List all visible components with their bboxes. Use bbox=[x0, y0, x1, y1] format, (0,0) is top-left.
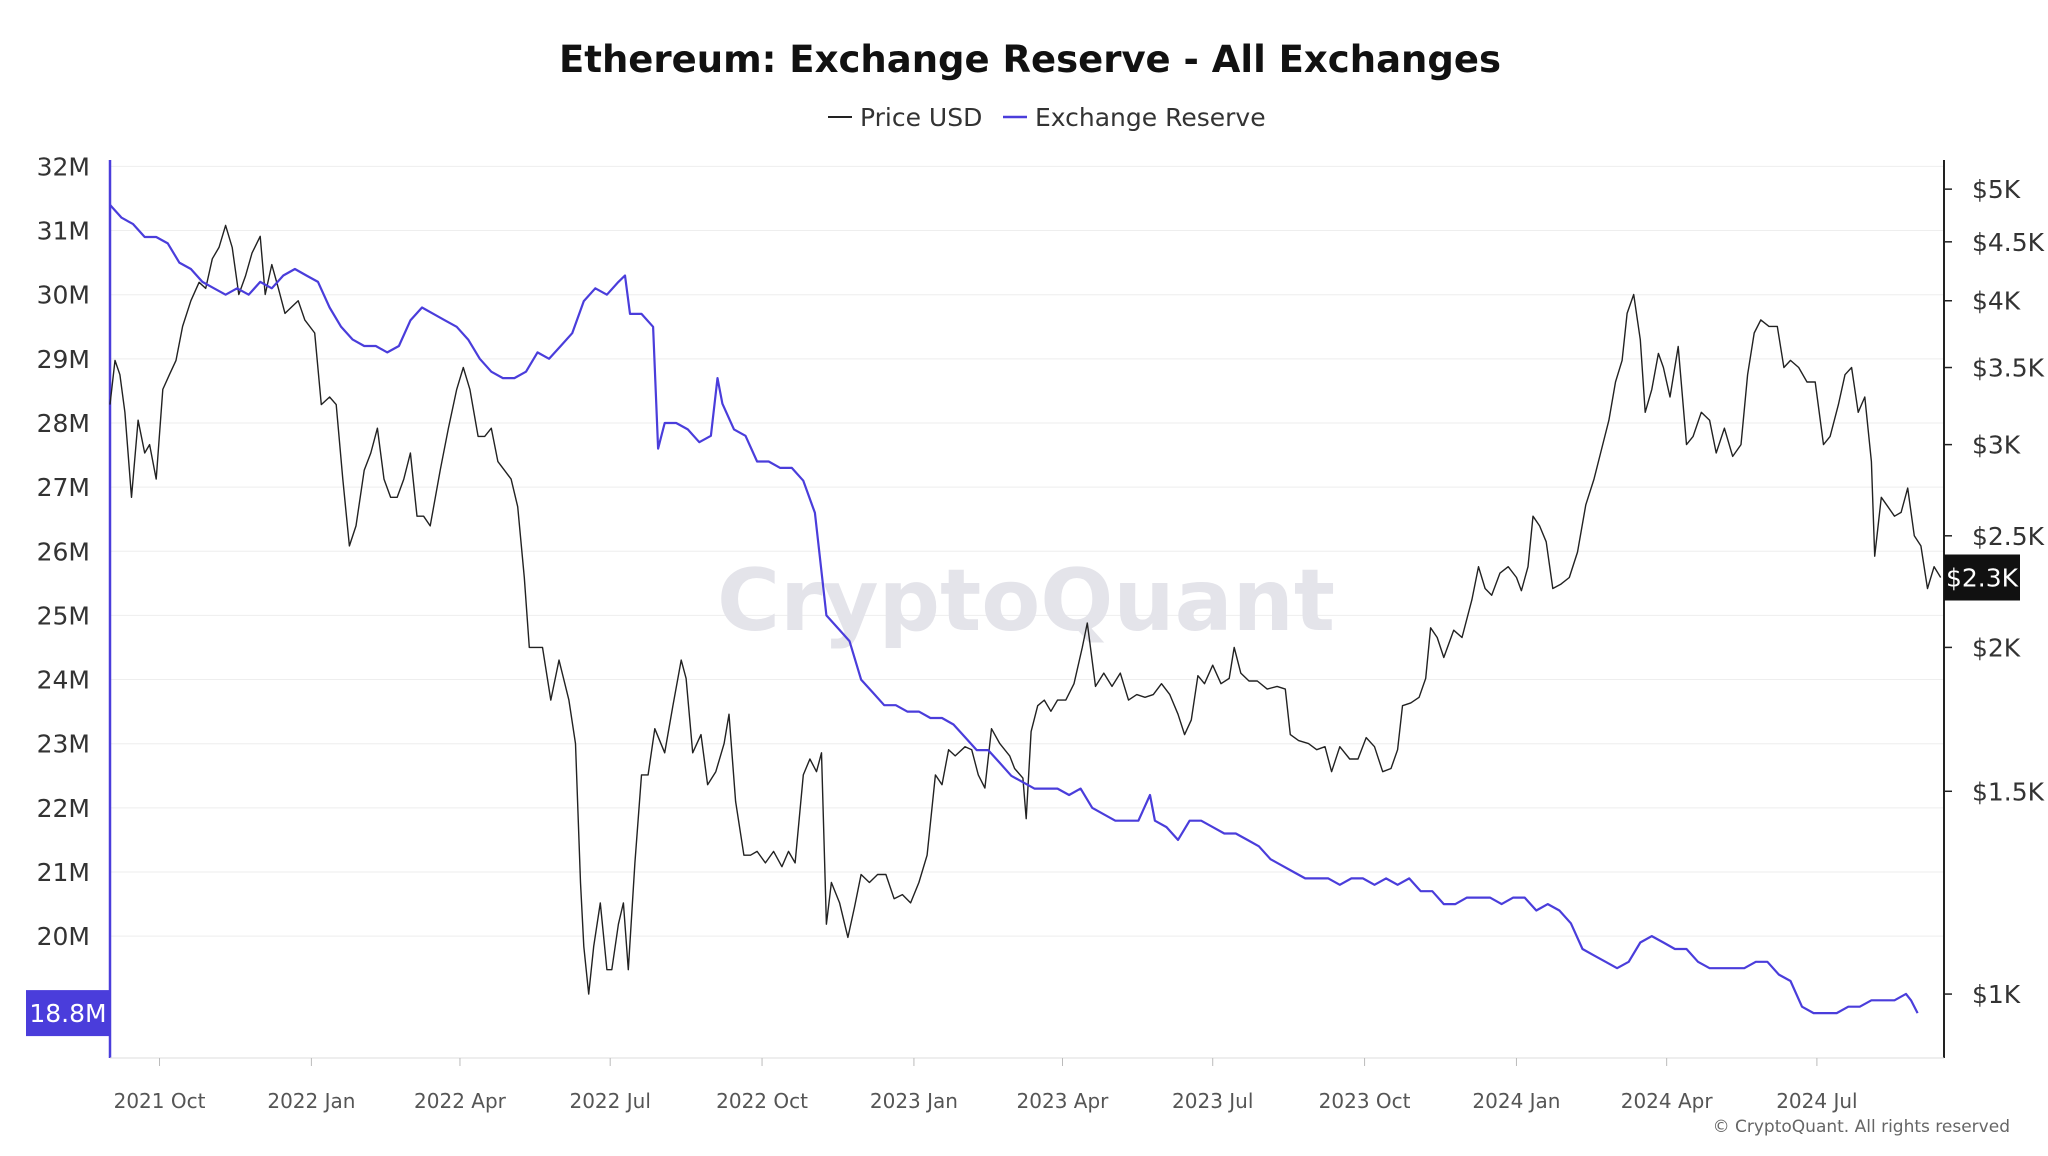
left-tick-label: 31M bbox=[37, 217, 90, 246]
left-tick-label: 29M bbox=[37, 345, 90, 374]
x-axis-ticks: 2021 Oct 2022 Jan 2022 Apr 2022 Jul 2022 Oct… bbox=[114, 1058, 1858, 1113]
left-tick-label: 24M bbox=[37, 666, 90, 695]
left-tick-label: 32M bbox=[37, 152, 90, 181]
left-tick-label: 20M bbox=[37, 922, 90, 951]
x-tick-label: 2022 Jul bbox=[569, 1089, 650, 1113]
x-tick-label: 2023 Apr bbox=[1017, 1089, 1110, 1113]
x-tick-label: 2021 Oct bbox=[114, 1089, 206, 1113]
x-tick-label: 2022 Apr bbox=[414, 1089, 507, 1113]
right-current-value-badge: $2.3K bbox=[1944, 554, 2020, 601]
left-badge-label: 18.8M bbox=[29, 999, 106, 1028]
left-tick-label: 26M bbox=[37, 537, 90, 566]
x-tick-label: 2024 Jul bbox=[1776, 1089, 1857, 1113]
x-tick-label: 2024 Jan bbox=[1472, 1089, 1560, 1113]
right-badge-label: $2.3K bbox=[1946, 564, 2019, 593]
left-tick-label: 28M bbox=[37, 409, 90, 438]
right-tick-label: $3K bbox=[1972, 431, 2021, 460]
legend-label-price[interactable]: Price USD bbox=[860, 103, 982, 132]
right-tick-label: $1.5K bbox=[1972, 777, 2045, 806]
left-axis-ticks: 32M 31M 30M 29M 28M 27M 26M 25M 24M 23M 22M 21M 20M bbox=[37, 152, 90, 951]
right-axis-ticks: $5K $4.5K $4K $3.5K $3K $2.5K $2K $1.5K $1K bbox=[1944, 175, 2045, 1009]
right-tick-label: $4.5K bbox=[1972, 228, 2045, 257]
chart-title: Ethereum: Exchange Reserve - All Exchang… bbox=[559, 38, 1501, 81]
left-current-value-badge: 18.8M bbox=[26, 990, 110, 1037]
x-tick-label: 2023 Jan bbox=[870, 1089, 958, 1113]
x-tick-label: 2023 Jul bbox=[1172, 1089, 1253, 1113]
left-tick-label: 23M bbox=[37, 730, 90, 759]
legend: Price USD Exchange Reserve bbox=[828, 103, 1266, 132]
left-badge-background bbox=[26, 990, 110, 1037]
right-badge-background bbox=[1944, 554, 2020, 601]
watermark: CryptoQuant bbox=[717, 551, 1335, 651]
series-layer bbox=[109, 204, 1942, 1015]
right-tick-label: $2K bbox=[1972, 633, 2021, 662]
right-tick-label: $3.5K bbox=[1972, 354, 2045, 383]
x-tick-label: 2024 Apr bbox=[1621, 1089, 1714, 1113]
legend-label-reserve[interactable]: Exchange Reserve bbox=[1035, 103, 1266, 132]
x-tick-label: 2022 Oct bbox=[716, 1089, 808, 1113]
watermark-layer: CryptoQuant bbox=[717, 551, 1335, 651]
left-tick-label: 25M bbox=[37, 601, 90, 630]
right-tick-label: $2.5K bbox=[1972, 522, 2045, 551]
x-tick-label: 2022 Jan bbox=[267, 1089, 355, 1113]
price-usd-line[interactable] bbox=[109, 224, 1942, 995]
left-tick-label: 27M bbox=[37, 473, 90, 502]
right-tick-label: $5K bbox=[1972, 175, 2021, 204]
exchange-reserve-line[interactable] bbox=[109, 204, 1919, 1015]
copyright-text: © CryptoQuant. All rights reserved bbox=[1713, 1117, 2010, 1137]
left-tick-label: 21M bbox=[37, 858, 90, 887]
x-tick-label: 2023 Oct bbox=[1319, 1089, 1411, 1113]
left-tick-label: 22M bbox=[37, 794, 90, 823]
left-tick-label: 30M bbox=[37, 281, 90, 310]
right-tick-label: $1K bbox=[1972, 980, 2021, 1009]
right-tick-label: $4K bbox=[1972, 287, 2021, 316]
